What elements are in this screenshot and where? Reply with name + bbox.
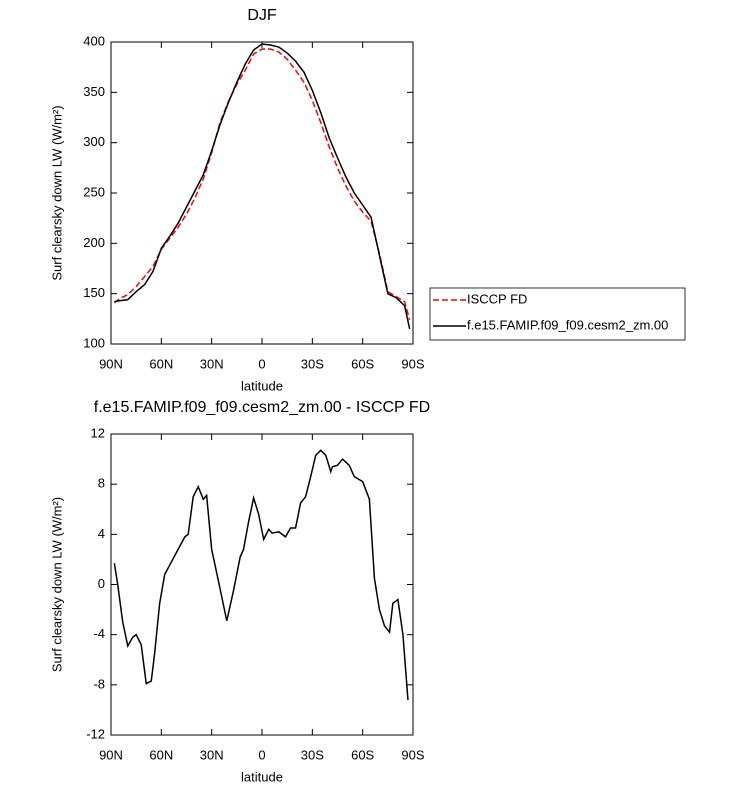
- x-tick-label: 30N: [200, 356, 224, 371]
- y-tick-label: 300: [83, 134, 105, 149]
- chart-title: f.e15.FAMIP.f09_f09.cesm2_zm.00 - ISCCP …: [94, 399, 430, 416]
- x-tick-label: 30S: [301, 747, 324, 762]
- x-tick-label: 60N: [149, 356, 173, 371]
- x-tick-label: 90N: [99, 356, 123, 371]
- x-tick-label: 0: [258, 747, 265, 762]
- x-tick-label: 30N: [200, 747, 224, 762]
- x-tick-label: 60S: [351, 747, 374, 762]
- legend-box: [429, 287, 686, 341]
- y-tick-label: 150: [83, 285, 105, 300]
- y-tick-label: 100: [83, 335, 105, 350]
- x-tick-label: 0: [258, 356, 265, 371]
- y-axis-label: Surf clearsky down LW (W/m²): [49, 105, 64, 280]
- y-tick-label: 350: [83, 84, 105, 99]
- x-tick-label: 90S: [401, 747, 424, 762]
- data-line: [114, 43, 411, 330]
- y-tick-label: -12: [86, 726, 105, 741]
- y-tick-label: 12: [91, 425, 105, 440]
- data-line: [113, 449, 409, 700]
- x-tick-label: 60S: [351, 356, 374, 371]
- legend-label: ISCCP FD: [467, 291, 527, 306]
- chart-title: DJF: [247, 7, 277, 24]
- x-tick-label: 90S: [401, 356, 424, 371]
- plot-frame: [110, 433, 414, 736]
- x-axis-label: latitude: [241, 769, 283, 784]
- y-tick-label: 400: [83, 33, 105, 48]
- x-tick-label: 90N: [99, 747, 123, 762]
- x-tick-label: 60N: [149, 747, 173, 762]
- y-tick-label: -8: [93, 676, 105, 691]
- x-axis-label: latitude: [241, 378, 283, 393]
- y-tick-label: 4: [98, 526, 105, 541]
- data-line: [113, 48, 411, 321]
- plot-frame: [110, 41, 414, 345]
- y-tick-label: 0: [98, 576, 105, 591]
- y-tick-label: 8: [98, 476, 105, 491]
- y-tick-label: 250: [83, 184, 105, 199]
- y-tick-label: 200: [83, 235, 105, 250]
- legend-label: f.e15.FAMIP.f09_f09.cesm2_zm.00: [467, 317, 668, 332]
- y-tick-label: -4: [93, 626, 105, 641]
- x-tick-label: 30S: [301, 356, 324, 371]
- y-axis-label: Surf clearsky down LW (W/m²): [49, 497, 64, 672]
